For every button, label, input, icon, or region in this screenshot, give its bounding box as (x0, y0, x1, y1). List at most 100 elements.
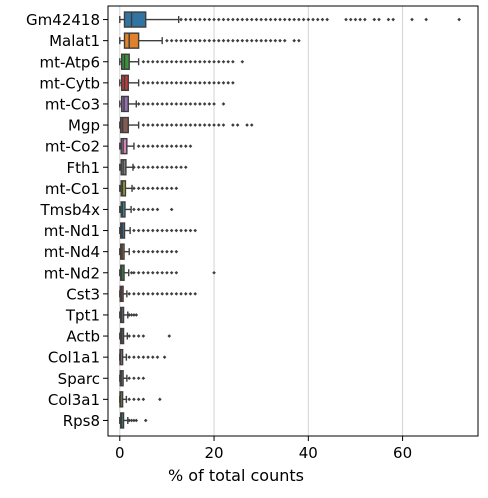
outlier-point (136, 334, 141, 338)
outlier-point (202, 17, 207, 22)
outlier-point (141, 207, 146, 212)
outlier-point (155, 186, 160, 191)
outlier-point (198, 17, 202, 22)
outlier-point (221, 123, 226, 127)
outlier-point (174, 228, 179, 233)
outlier-point (348, 17, 353, 22)
outlier-point (127, 334, 132, 338)
box-col3a1 (119, 391, 162, 408)
outlier-point (169, 144, 174, 148)
outlier-point (226, 59, 230, 64)
box-iqr (123, 32, 140, 49)
outlier-point (264, 17, 268, 22)
outlier-point (150, 81, 155, 85)
outlier-point (254, 38, 259, 43)
outlier-point (183, 81, 188, 85)
outlier-point (193, 292, 197, 296)
box-mt-nd1 (119, 222, 197, 239)
outlier-point (391, 17, 395, 22)
outlier-point (158, 397, 162, 402)
outlier-point (155, 59, 160, 64)
box-iqr (120, 116, 129, 134)
outlier-point (221, 81, 226, 85)
outlier-point (127, 397, 132, 402)
outlier-point (160, 59, 165, 64)
outlier-point (179, 292, 183, 296)
outlier-point (155, 228, 160, 233)
box-actb (119, 327, 172, 345)
outlier-point (235, 123, 240, 127)
outlier-point (306, 17, 311, 22)
outlier-point (169, 165, 174, 170)
gene-label: mt-Nd2 (44, 264, 100, 282)
outlier-point (141, 270, 146, 275)
gene-label: Malat1 (49, 32, 100, 50)
outlier-point (146, 123, 150, 127)
outlier-point (254, 17, 259, 22)
outlier-point (155, 102, 160, 106)
outlier-point (198, 38, 202, 43)
outlier-point (141, 292, 146, 296)
outlier-point (179, 144, 183, 148)
outlier-point (179, 123, 183, 127)
x-tick-label: 20 (205, 444, 224, 462)
outlier-point (193, 81, 197, 85)
outlier-point (259, 38, 263, 43)
outlier-point (179, 102, 183, 106)
outlier-point (278, 38, 282, 43)
outlier-point (202, 38, 207, 43)
outlier-point (193, 38, 197, 43)
outlier-point (169, 292, 174, 296)
outlier-point (212, 38, 216, 43)
outlier-point (132, 418, 136, 423)
outlier-point (150, 270, 155, 275)
outlier-point (183, 38, 188, 43)
outlier-point (193, 102, 197, 106)
outlier-point (216, 38, 221, 43)
outlier-point (146, 249, 150, 254)
outlier-point (183, 292, 188, 296)
outlier-point (165, 186, 169, 191)
gene-label: mt-Nd1 (44, 222, 100, 240)
outlier-point (273, 38, 278, 43)
outlier-point (292, 38, 296, 43)
outlier-point (165, 165, 169, 170)
outlier-point (155, 355, 160, 359)
outlier-point (174, 123, 179, 127)
x-tick-label: 40 (299, 444, 318, 462)
outlier-point (231, 59, 235, 64)
outlier-point (174, 144, 179, 148)
outlier-point (301, 17, 306, 22)
outlier-point (207, 59, 212, 64)
outlier-point (174, 38, 179, 43)
outlier-point (141, 165, 146, 170)
outlier-point (127, 376, 132, 381)
outlier-point (245, 123, 249, 127)
outlier-point (212, 123, 216, 127)
outlier-point (193, 59, 197, 64)
x-tick-label: 60 (393, 444, 412, 462)
outlier-point (150, 102, 155, 106)
outlier-point (132, 292, 136, 296)
outlier-point (141, 186, 146, 191)
gene-label: Rps8 (63, 412, 100, 430)
outlier-point (174, 165, 179, 170)
outlier-point (150, 207, 155, 212)
outlier-point (150, 165, 155, 170)
outlier-point (202, 81, 207, 85)
outlier-point (136, 292, 141, 296)
outlier-point (202, 102, 207, 106)
outlier-point (150, 144, 155, 148)
outlier-point (179, 81, 183, 85)
outlier-point (231, 81, 235, 85)
outlier-point (165, 249, 169, 254)
outlier-point (132, 207, 136, 212)
outlier-point (155, 165, 160, 170)
x-axis-ticks: 0 20 40 60 (115, 436, 412, 462)
outlier-point (160, 144, 165, 148)
outlier-point (179, 17, 183, 22)
outlier-point (146, 81, 150, 85)
outlier-point (136, 228, 141, 233)
outlier-point (212, 59, 216, 64)
outlier-point (174, 270, 179, 275)
